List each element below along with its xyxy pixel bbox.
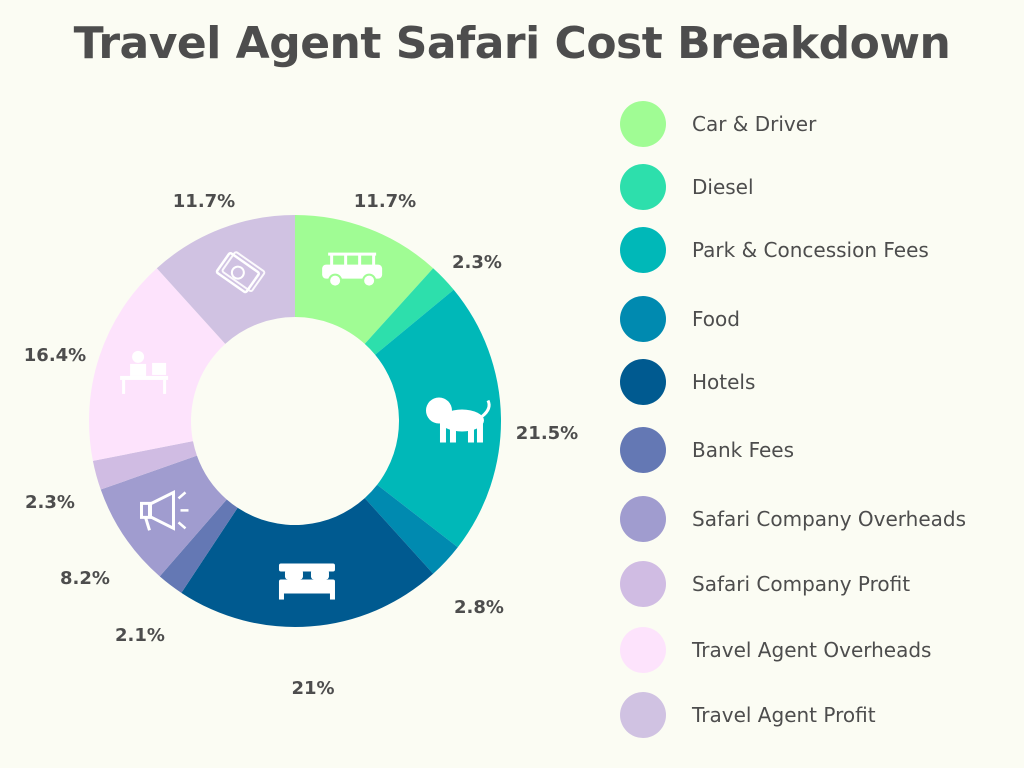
legend-swatch	[620, 561, 666, 607]
slice-diesel	[364, 268, 454, 355]
legend-label: Travel Agent Profit	[692, 703, 876, 727]
value-label-travel-agent-overheads: 16.4%	[24, 345, 86, 366]
legend-swatch	[620, 427, 666, 473]
legend-item-bank-fees: Bank Fees	[620, 426, 794, 474]
legend-swatch	[620, 227, 666, 273]
legend-label: Hotels	[692, 370, 756, 394]
legend-label: Car & Driver	[692, 112, 817, 136]
value-label-safari-company-overheads: 8.2%	[60, 568, 110, 589]
legend-label: Park & Concession Fees	[692, 238, 929, 262]
legend-label: Travel Agent Overheads	[692, 638, 932, 662]
value-label-travel-agent-profit: 11.7%	[173, 191, 235, 212]
value-label-car-and-driver: 11.7%	[354, 191, 416, 212]
legend-label: Diesel	[692, 175, 754, 199]
legend-item-travel-agent-overheads: Travel Agent Overheads	[620, 626, 931, 674]
legend-label: Food	[692, 307, 740, 331]
lion-icon	[425, 397, 491, 443]
legend-swatch	[620, 496, 666, 542]
value-label-park-and-concession-fees: 21.5%	[516, 423, 578, 444]
value-label-safari-company-profit: 2.3%	[25, 492, 75, 513]
slice-safari-company-profit	[92, 441, 197, 490]
legend-item-safari-company-profit: Safari Company Profit	[620, 560, 910, 608]
legend-item-park-and-concession-fees: Park & Concession Fees	[620, 226, 929, 274]
legend-swatch	[620, 101, 666, 147]
safari-jeep-icon	[322, 252, 383, 288]
legend-swatch	[620, 296, 666, 342]
legend-item-safari-company-overheads: Safari Company Overheads	[620, 495, 966, 543]
bed-icon	[278, 563, 335, 600]
desk-worker-icon	[120, 350, 169, 394]
legend-item-hotels: Hotels	[620, 358, 755, 406]
legend-item-diesel: Diesel	[620, 163, 754, 211]
legend-item-car-and-driver: Car & Driver	[620, 100, 816, 148]
legend-item-travel-agent-profit: Travel Agent Profit	[620, 691, 876, 739]
legend-swatch	[620, 627, 666, 673]
legend-swatch	[620, 359, 666, 405]
value-label-hotels: 21%	[291, 678, 334, 699]
value-label-diesel: 2.3%	[452, 252, 502, 273]
legend-label: Safari Company Profit	[692, 572, 911, 596]
slice-bank-fees	[159, 499, 238, 593]
slice-hotels	[181, 498, 434, 627]
legend-label: Bank Fees	[692, 438, 795, 462]
legend-label: Safari Company Overheads	[692, 507, 966, 531]
legend-swatch	[620, 164, 666, 210]
money-icon	[215, 251, 266, 294]
megaphone-icon	[139, 489, 189, 531]
legend-item-food: Food	[620, 295, 740, 343]
legend-swatch	[620, 692, 666, 738]
slice-food	[364, 484, 458, 574]
value-label-food: 2.8%	[454, 597, 504, 618]
donut-chart: 11.7% 2.3% 21.5% 2.8% 21% 2.1% 8.2% 2.3% 16.4% 11…	[24, 191, 578, 699]
slice-safari-company-overheads	[100, 455, 227, 577]
chart-title: Travel Agent Safari Cost Breakdown	[73, 18, 951, 69]
value-label-bank-fees: 2.1%	[115, 625, 165, 646]
